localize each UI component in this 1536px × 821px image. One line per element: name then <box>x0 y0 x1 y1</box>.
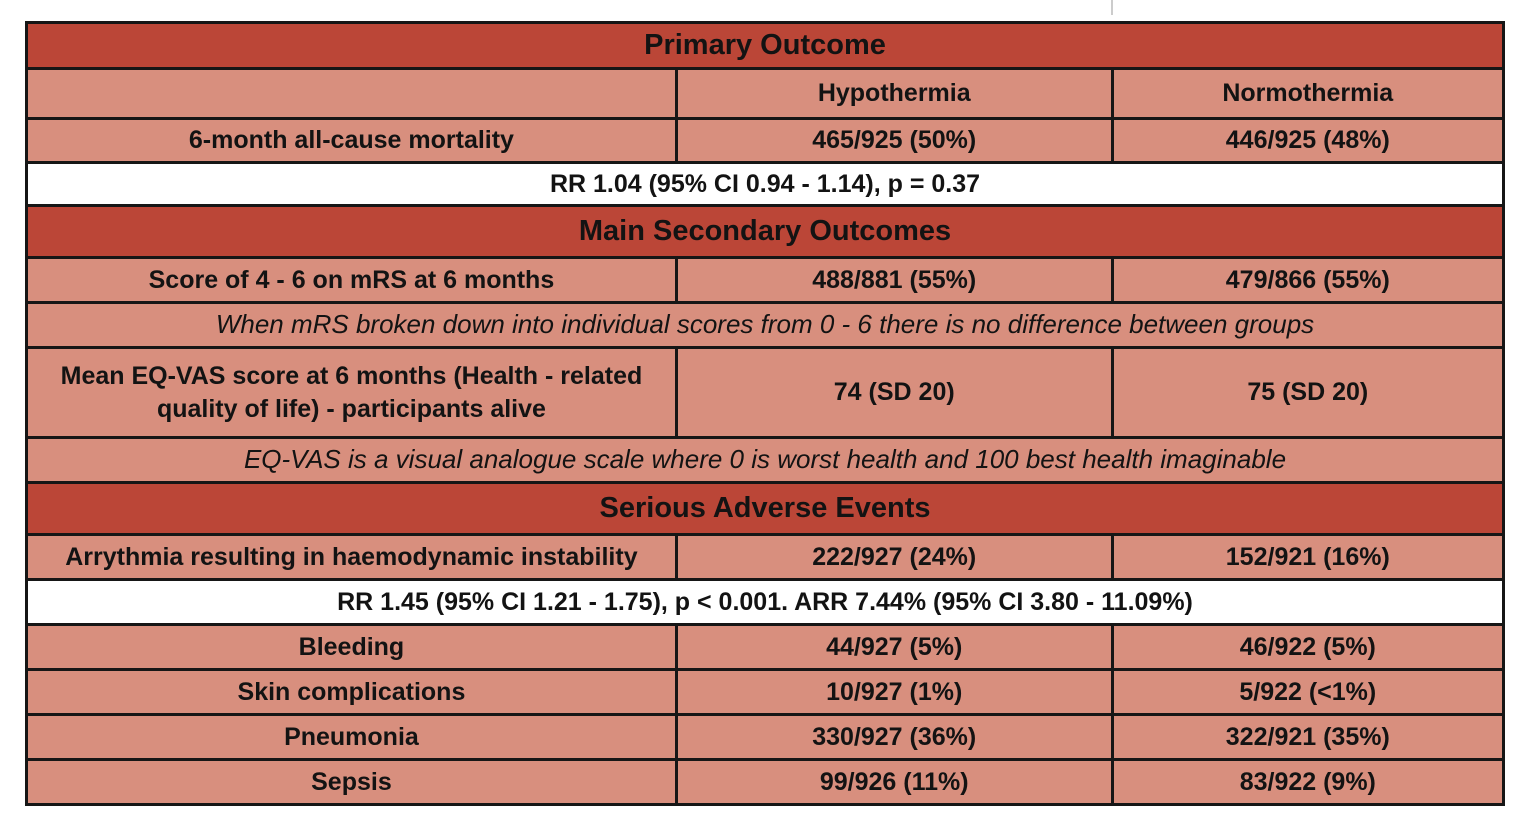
stray-mark <box>1111 0 1113 15</box>
arrythmia-hypothermia-value: 222/927 (24%) <box>674 533 1114 581</box>
column-header-hypothermia: Hypothermia <box>674 67 1114 120</box>
arrythmia-label: Arrythmia resulting in haemodynamic inst… <box>25 533 678 581</box>
table-row-arrythmia: Arrythmia resulting in haemodynamic inst… <box>25 533 1506 581</box>
mrs-label: Score of 4 - 6 on mRS at 6 months <box>25 256 678 304</box>
skin-complications-normothermia-value: 5/922 (<1%) <box>1110 668 1506 716</box>
eqvas-normothermia-value: 75 (SD 20) <box>1110 346 1506 439</box>
arrythmia-normothermia-value: 152/921 (16%) <box>1110 533 1506 581</box>
sepsis-normothermia-value: 83/922 (9%) <box>1110 758 1506 806</box>
mortality-label: 6-month all-cause mortality <box>25 117 678 164</box>
section-header-secondary-outcomes: Main Secondary Outcomes <box>25 204 1505 259</box>
pneumonia-hypothermia-value: 330/927 (36%) <box>674 713 1114 761</box>
skin-complications-label: Skin complications <box>25 668 678 716</box>
mortality-hypothermia-value: 465/925 (50%) <box>674 117 1114 164</box>
trial-results-table-wrapper: Primary Outcome Hypothermia Normothermia… <box>25 21 1506 806</box>
table-row-bleeding: Bleeding 44/927 (5%) 46/922 (5%) <box>25 623 1506 671</box>
eqvas-hypothermia-value: 74 (SD 20) <box>674 346 1114 439</box>
bleeding-hypothermia-value: 44/927 (5%) <box>674 623 1114 671</box>
column-header-row: Hypothermia Normothermia <box>25 67 1506 120</box>
table-row-eqvas: Mean EQ-VAS score at 6 months (Health - … <box>25 346 1506 439</box>
table-row-skin-complications: Skin complications 10/927 (1%) 5/922 (<1… <box>25 668 1506 716</box>
stat-row-arrythmia: RR 1.45 (95% CI 1.21 - 1.75), p < 0.001.… <box>25 578 1505 626</box>
arrythmia-statistics: RR 1.45 (95% CI 1.21 - 1.75), p < 0.001.… <box>25 578 1505 626</box>
note-row-eqvas: EQ-VAS is a visual analogue scale where … <box>25 436 1505 484</box>
mrs-normothermia-value: 479/866 (55%) <box>1110 256 1506 304</box>
bleeding-label: Bleeding <box>25 623 678 671</box>
mortality-normothermia-value: 446/925 (48%) <box>1110 117 1506 164</box>
section-row-adverse-events: Serious Adverse Events <box>25 481 1505 536</box>
mrs-note: When mRS broken down into individual sco… <box>25 301 1505 349</box>
sepsis-label: Sepsis <box>25 758 678 806</box>
section-row-secondary-outcomes: Main Secondary Outcomes <box>25 204 1505 259</box>
table-row-pneumonia: Pneumonia 330/927 (36%) 322/921 (35%) <box>25 713 1506 761</box>
stat-row-primary: RR 1.04 (95% CI 0.94 - 1.14), p = 0.37 <box>25 161 1505 207</box>
sepsis-hypothermia-value: 99/926 (11%) <box>674 758 1114 806</box>
column-header-normothermia: Normothermia <box>1110 67 1506 120</box>
section-header-adverse-events: Serious Adverse Events <box>25 481 1505 536</box>
eqvas-label: Mean EQ-VAS score at 6 months (Health - … <box>25 346 678 439</box>
section-header-primary-outcome: Primary Outcome <box>25 21 1505 70</box>
eqvas-note: EQ-VAS is a visual analogue scale where … <box>25 436 1505 484</box>
pneumonia-label: Pneumonia <box>25 713 678 761</box>
trial-results-table: Primary Outcome Hypothermia Normothermia… <box>25 21 1506 806</box>
skin-complications-hypothermia-value: 10/927 (1%) <box>674 668 1114 716</box>
table-row-mrs: Score of 4 - 6 on mRS at 6 months 488/88… <box>25 256 1506 304</box>
table-row-sepsis: Sepsis 99/926 (11%) 83/922 (9%) <box>25 758 1506 806</box>
mrs-hypothermia-value: 488/881 (55%) <box>674 256 1114 304</box>
primary-outcome-statistics: RR 1.04 (95% CI 0.94 - 1.14), p = 0.37 <box>25 161 1505 207</box>
note-row-mrs: When mRS broken down into individual sco… <box>25 301 1505 349</box>
pneumonia-normothermia-value: 322/921 (35%) <box>1110 713 1506 761</box>
table-row-mortality: 6-month all-cause mortality 465/925 (50%… <box>25 117 1506 164</box>
column-header-empty <box>25 67 678 120</box>
bleeding-normothermia-value: 46/922 (5%) <box>1110 623 1506 671</box>
section-row-primary-outcome: Primary Outcome <box>25 21 1505 70</box>
